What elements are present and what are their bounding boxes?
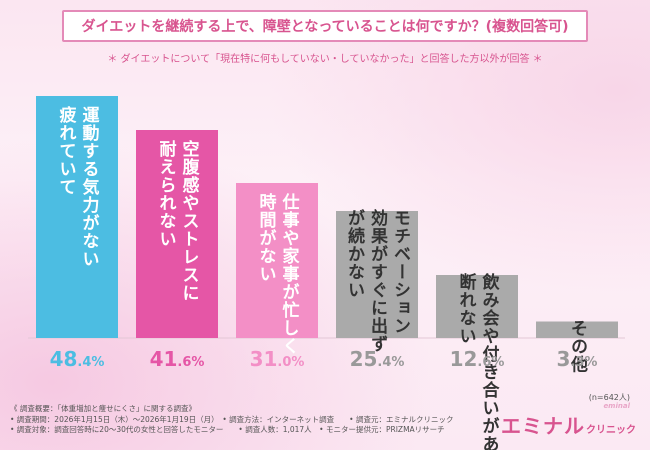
bar-label-1-2: 疲れていて (56, 105, 77, 196)
bar-label-2-2: 耐えられない (156, 139, 177, 248)
sample-size: (n=642人) (588, 393, 630, 402)
bar-label-1-1: 運動する気力がない (79, 106, 101, 268)
bar-1 (36, 96, 118, 338)
value-label-6: 3.3% (557, 347, 598, 371)
chart-title: ダイエットを継続する上で、障壁となっていることは何ですか？(複数回答可) (62, 10, 588, 42)
value-label-5: 12.6% (450, 347, 505, 371)
bar-label-3-1: 仕事や家事が忙しく (279, 192, 301, 355)
value-label-4: 25.4% (350, 347, 405, 371)
bar-2 (136, 130, 218, 338)
survey-note-line: • 調査対象：調査回答時に20～30代の女性と回答したモニター • 調査人数：1… (10, 425, 445, 434)
survey-note-line: • 調査期間：2026年1月15日（木）～2026年1月19日（月） • 調査方… (10, 414, 454, 424)
value-label-2: 41.6% (150, 347, 205, 371)
clinic-logo: eminal エミナル クリニック (501, 402, 636, 440)
bar-label-6-1: その他 (567, 320, 589, 374)
chart-subtitle: ＊ ダイエットについて「現在特に何もしていない・していなかった」と回答した方以外… (107, 54, 543, 65)
bar-label-4-1: モチベーション (390, 209, 411, 335)
bar-label-4-2: 効果がすぐに出ず (367, 208, 388, 353)
bar-label-5-2: 断れない (456, 272, 477, 345)
value-label-3: 31.0% (250, 347, 305, 371)
bar-4 (336, 211, 418, 338)
value-label-1: 48.4% (50, 347, 105, 371)
bar-5 (436, 275, 518, 338)
survey-notes: 《 調査概要：「体重増加と痩せにくさ」に関する調査》 • 調査期間：2026年1… (10, 404, 453, 436)
bar-label-2-1: 空腹感やストレスに (179, 139, 200, 302)
logo-mark: eminal (603, 402, 630, 410)
bar-label-5-1: 飲み会や付き合いがあり (479, 272, 501, 450)
logo-main: エミナル (501, 414, 585, 438)
bar-label-4-3: が続かない (344, 208, 365, 299)
bar-label-3-2: 時間がない (256, 192, 277, 283)
bar-3 (236, 183, 318, 338)
bar-6 (536, 321, 618, 338)
survey-note-line: 《 調査概要：「体重増加と痩せにくさ」に関する調査》 (10, 404, 196, 413)
logo-sub: クリニック (586, 425, 636, 436)
